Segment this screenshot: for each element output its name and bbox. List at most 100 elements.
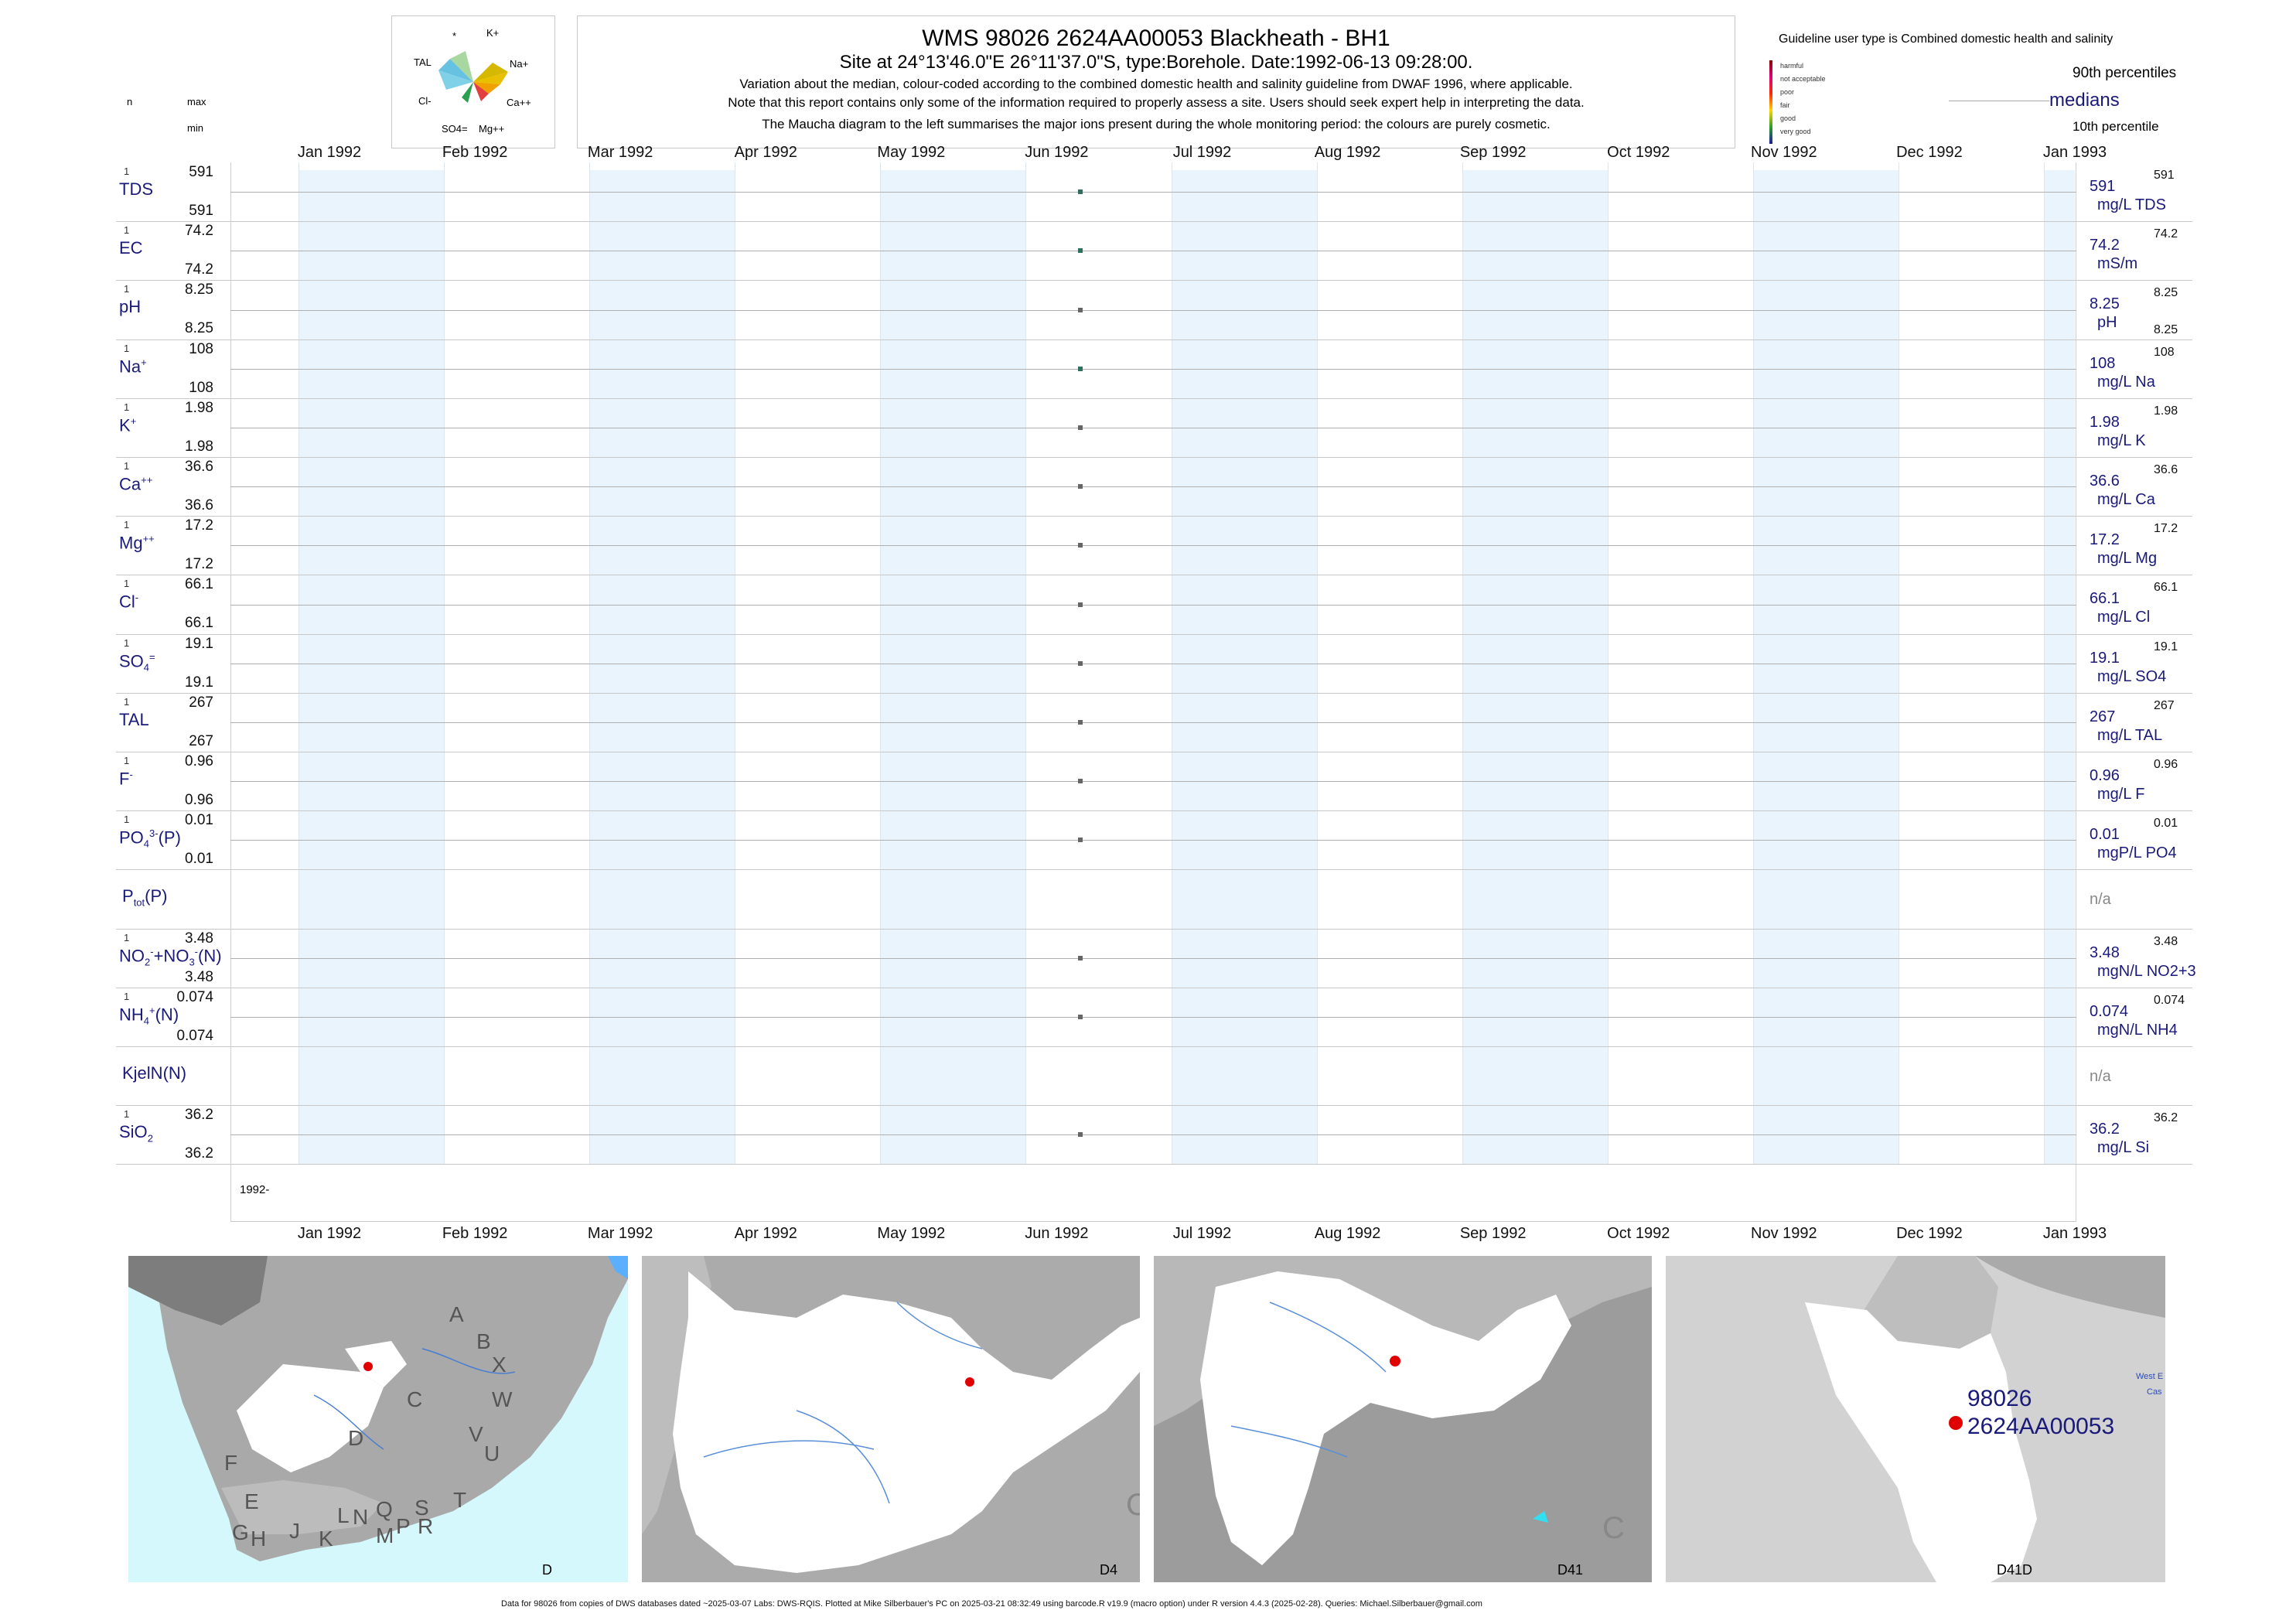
row-median-value: 1.98 [2090, 413, 2120, 431]
map-d-region-label: K [319, 1527, 333, 1551]
map-catchment-d41[interactable]: C D41 [1154, 1256, 1652, 1582]
maucha-label-star: * [452, 30, 457, 42]
row-median-value: 8.25 [2090, 295, 2120, 313]
median-line-row [230, 781, 2076, 783]
row-separator [116, 221, 2192, 223]
row-p90-value: 0.96 [2154, 758, 2178, 771]
map-catchment-d4[interactable]: C D4 [642, 1256, 1140, 1582]
row-p10-value: 8.25 [2154, 323, 2178, 337]
row-unit: mS/m [2097, 255, 2138, 273]
row-label: pH [119, 297, 142, 317]
month-band [1462, 170, 1608, 1165]
map-d41d-site-id: 98026 [1967, 1386, 2032, 1411]
data-point [1078, 307, 1083, 312]
row-median-value: 74.2 [2090, 237, 2120, 254]
row-median-value: 36.2 [2090, 1121, 2120, 1138]
row-unit: mg/L F [2097, 786, 2145, 803]
median-line-row [230, 1016, 2076, 1018]
page-subtitle: Site at 24°13'46.0"E 26°11'37.0"S, type:… [839, 52, 1473, 73]
row-unit: mgN/L NO2+3 [2097, 962, 2196, 980]
maucha-label-na: Na+ [510, 58, 529, 70]
row-label: SO4= [119, 650, 155, 674]
median-line-row [230, 368, 2076, 370]
row-n: 1 [124, 578, 130, 590]
data-point [1078, 248, 1083, 254]
month-band [1171, 170, 1317, 1165]
row-label: K+ [119, 415, 137, 435]
row-label: EC [119, 238, 143, 258]
map-d41d-caption: D41D [1997, 1562, 2033, 1578]
row-min: 8.25 [185, 320, 213, 337]
map-d41d-site-code: 2624AA00053 [1967, 1414, 2115, 1439]
row-max: 0.96 [185, 753, 213, 769]
maucha-label-ca: Ca++ [507, 97, 531, 108]
row-separator [116, 1046, 2192, 1047]
column-max: max [187, 96, 206, 107]
map-d41d-svg [1805, 1256, 2165, 1582]
month-label-top: Oct 1992 [1607, 144, 1670, 161]
row-n: 1 [124, 460, 130, 472]
row-median-value: 0.01 [2090, 826, 2120, 844]
row-median-value: 66.1 [2090, 590, 2120, 608]
month-label-top: Apr 1992 [734, 144, 797, 161]
median-line-row [230, 192, 2076, 193]
map-d-region-label: R [418, 1514, 434, 1538]
row-max: 108 [189, 340, 213, 357]
row-label: SiO2 [119, 1122, 153, 1145]
row-median-value: 17.2 [2090, 531, 2120, 549]
maucha-diagram: * K+ TAL Na+ Cl- Ca++ SO4= Mg++ [391, 15, 555, 148]
map-d-region-label: X [492, 1353, 507, 1377]
note-2: Note that this report contains only some… [728, 95, 1585, 110]
row-label: TDS [119, 179, 153, 199]
row-min: 3.48 [185, 968, 213, 985]
map-d-region-label: C [407, 1387, 423, 1411]
row-p90-value: 17.2 [2154, 522, 2178, 536]
note-1: Variation about the median, colour-coded… [739, 77, 1573, 91]
row-max: 8.25 [185, 281, 213, 299]
row-separator [116, 397, 2192, 399]
data-point [1078, 955, 1083, 960]
data-point [1078, 719, 1083, 725]
row-n: 1 [124, 814, 130, 826]
row-max: 0.074 [176, 988, 213, 1005]
row-separator [116, 280, 2192, 281]
row-p90-value: 1.98 [2154, 404, 2178, 418]
row-unit: mg/L K [2097, 432, 2146, 449]
month-label-top: Feb 1992 [442, 144, 508, 161]
map-d-region-label: W [492, 1387, 513, 1411]
row-label: TAL [119, 709, 149, 729]
data-point [1078, 484, 1083, 490]
row-unit: pH [2097, 314, 2117, 332]
p10-label: 10th percentile [2073, 119, 2159, 134]
row-label: KjelN(N) [122, 1063, 187, 1083]
month-label-bottom: Feb 1992 [442, 1225, 508, 1242]
row-p90-value: 0.074 [2154, 993, 2185, 1007]
legend-class-4: good [1780, 114, 1796, 122]
month-label-bottom: Aug 1992 [1314, 1225, 1381, 1242]
map-d-region-label: G [232, 1520, 249, 1544]
month-band [1752, 170, 1899, 1165]
row-separator [116, 633, 2192, 635]
row-min: 66.1 [185, 615, 213, 632]
month-label-top: Nov 1992 [1751, 144, 1817, 161]
map-d-region-label: B [476, 1329, 491, 1353]
map-catchment-d41d[interactable]: 98026 2624AA00053 West E Cas D41D [1666, 1256, 2165, 1582]
row-min: 108 [189, 379, 213, 396]
title-box: WMS 98026 2624AA00053 Blackheath - BH1 S… [577, 15, 1735, 148]
map-d-region-label: V [469, 1422, 483, 1446]
row-unit: mg/L Mg [2097, 550, 2158, 568]
row-median-value: 0.074 [2090, 1002, 2129, 1020]
month-band [880, 170, 1026, 1165]
map-d-region-label: L [337, 1503, 350, 1527]
data-point [1078, 779, 1083, 784]
row-min: 267 [189, 732, 213, 749]
row-max: 74.2 [185, 223, 213, 240]
row-min: 0.074 [176, 1027, 213, 1044]
year-label: 1992- [240, 1183, 270, 1196]
row-p90-value: 8.25 [2154, 286, 2178, 300]
row-label: PO43-(P) [119, 827, 181, 850]
row-label: Na+ [119, 356, 147, 376]
row-p90-value: 66.1 [2154, 581, 2178, 595]
plot-frame [230, 162, 2076, 1222]
